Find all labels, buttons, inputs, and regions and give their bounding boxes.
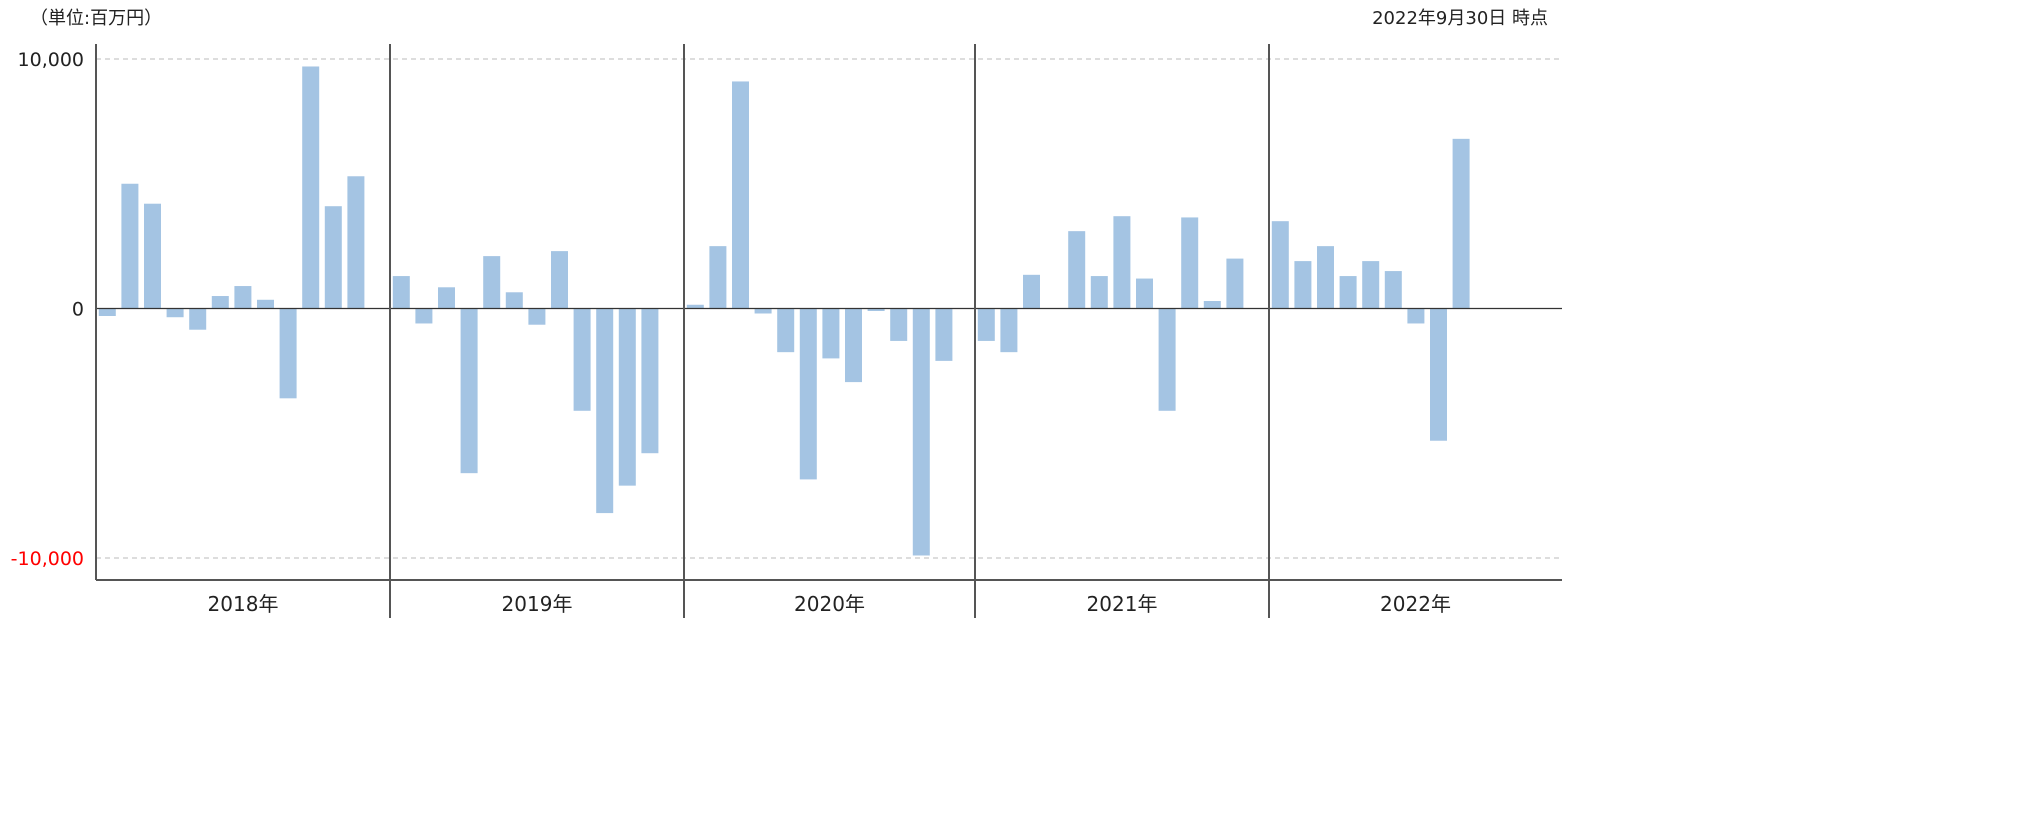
bar [415,308,433,324]
x-category-label: 2019年 [502,592,573,616]
bar [1181,217,1199,309]
unit-label: （単位:百万円） [30,8,163,29]
bar [777,308,795,353]
bar [686,304,704,309]
bar [709,246,727,309]
bar [1113,216,1131,309]
bar [1452,138,1470,309]
bar [799,308,817,480]
grid-lines [96,58,1562,559]
bar [1068,231,1086,309]
labels: 10,000 0 -10,000 2018年 2019年 2020年 2021年 2022年 [11,49,1451,616]
bar [392,276,410,309]
bar [234,286,252,309]
bar [257,299,274,309]
bar [166,308,184,318]
bar [618,308,636,486]
bar [1000,308,1018,353]
bar [977,308,995,341]
bar [573,308,591,411]
x-category-label: 2018年 [208,592,279,616]
bar [912,308,930,556]
bar [551,251,568,309]
bar [1430,308,1447,441]
bar [1339,276,1357,309]
bar [144,203,161,309]
bar [302,66,320,309]
y-tick-label: 0 [72,299,84,321]
bar [822,308,840,359]
axes [95,44,1562,618]
x-category-label: 2021年 [1087,592,1158,616]
bar [935,308,953,361]
bar [1203,301,1221,309]
bar [438,287,455,309]
bar [1271,221,1289,309]
bar [732,81,749,309]
bar [1362,261,1380,309]
bar [483,256,501,309]
bar [347,176,365,309]
bar [1158,308,1176,411]
bar [1384,271,1402,309]
bar [460,308,478,474]
bar [641,308,659,454]
bar [279,308,297,399]
bar [1407,308,1425,324]
bar [1317,246,1334,309]
bar [1294,261,1312,309]
bar [1136,278,1153,309]
bar [98,308,116,316]
bar [324,206,342,309]
bar [1226,258,1244,309]
x-category-label: 2022年 [1380,592,1451,616]
bar [189,308,207,330]
y-tick-label: 10,000 [18,49,84,71]
bar [890,308,908,341]
bar [211,296,229,309]
bar [1023,274,1040,309]
bars [98,66,1470,556]
bar [505,292,523,309]
x-category-label: 2020年 [794,592,865,616]
bar [867,308,885,311]
bar [845,308,862,383]
bar [754,308,772,314]
as-of-date: 2022年9月30日 時点 [1372,8,1548,29]
bar [528,308,546,325]
y-tick-label: -10,000 [11,548,84,570]
bar [1090,276,1108,309]
bar [121,183,139,309]
bar [596,308,614,514]
bar-chart: 10,000 0 -10,000 2018年 2019年 2020年 2021年 2022年 [11,44,1562,618]
